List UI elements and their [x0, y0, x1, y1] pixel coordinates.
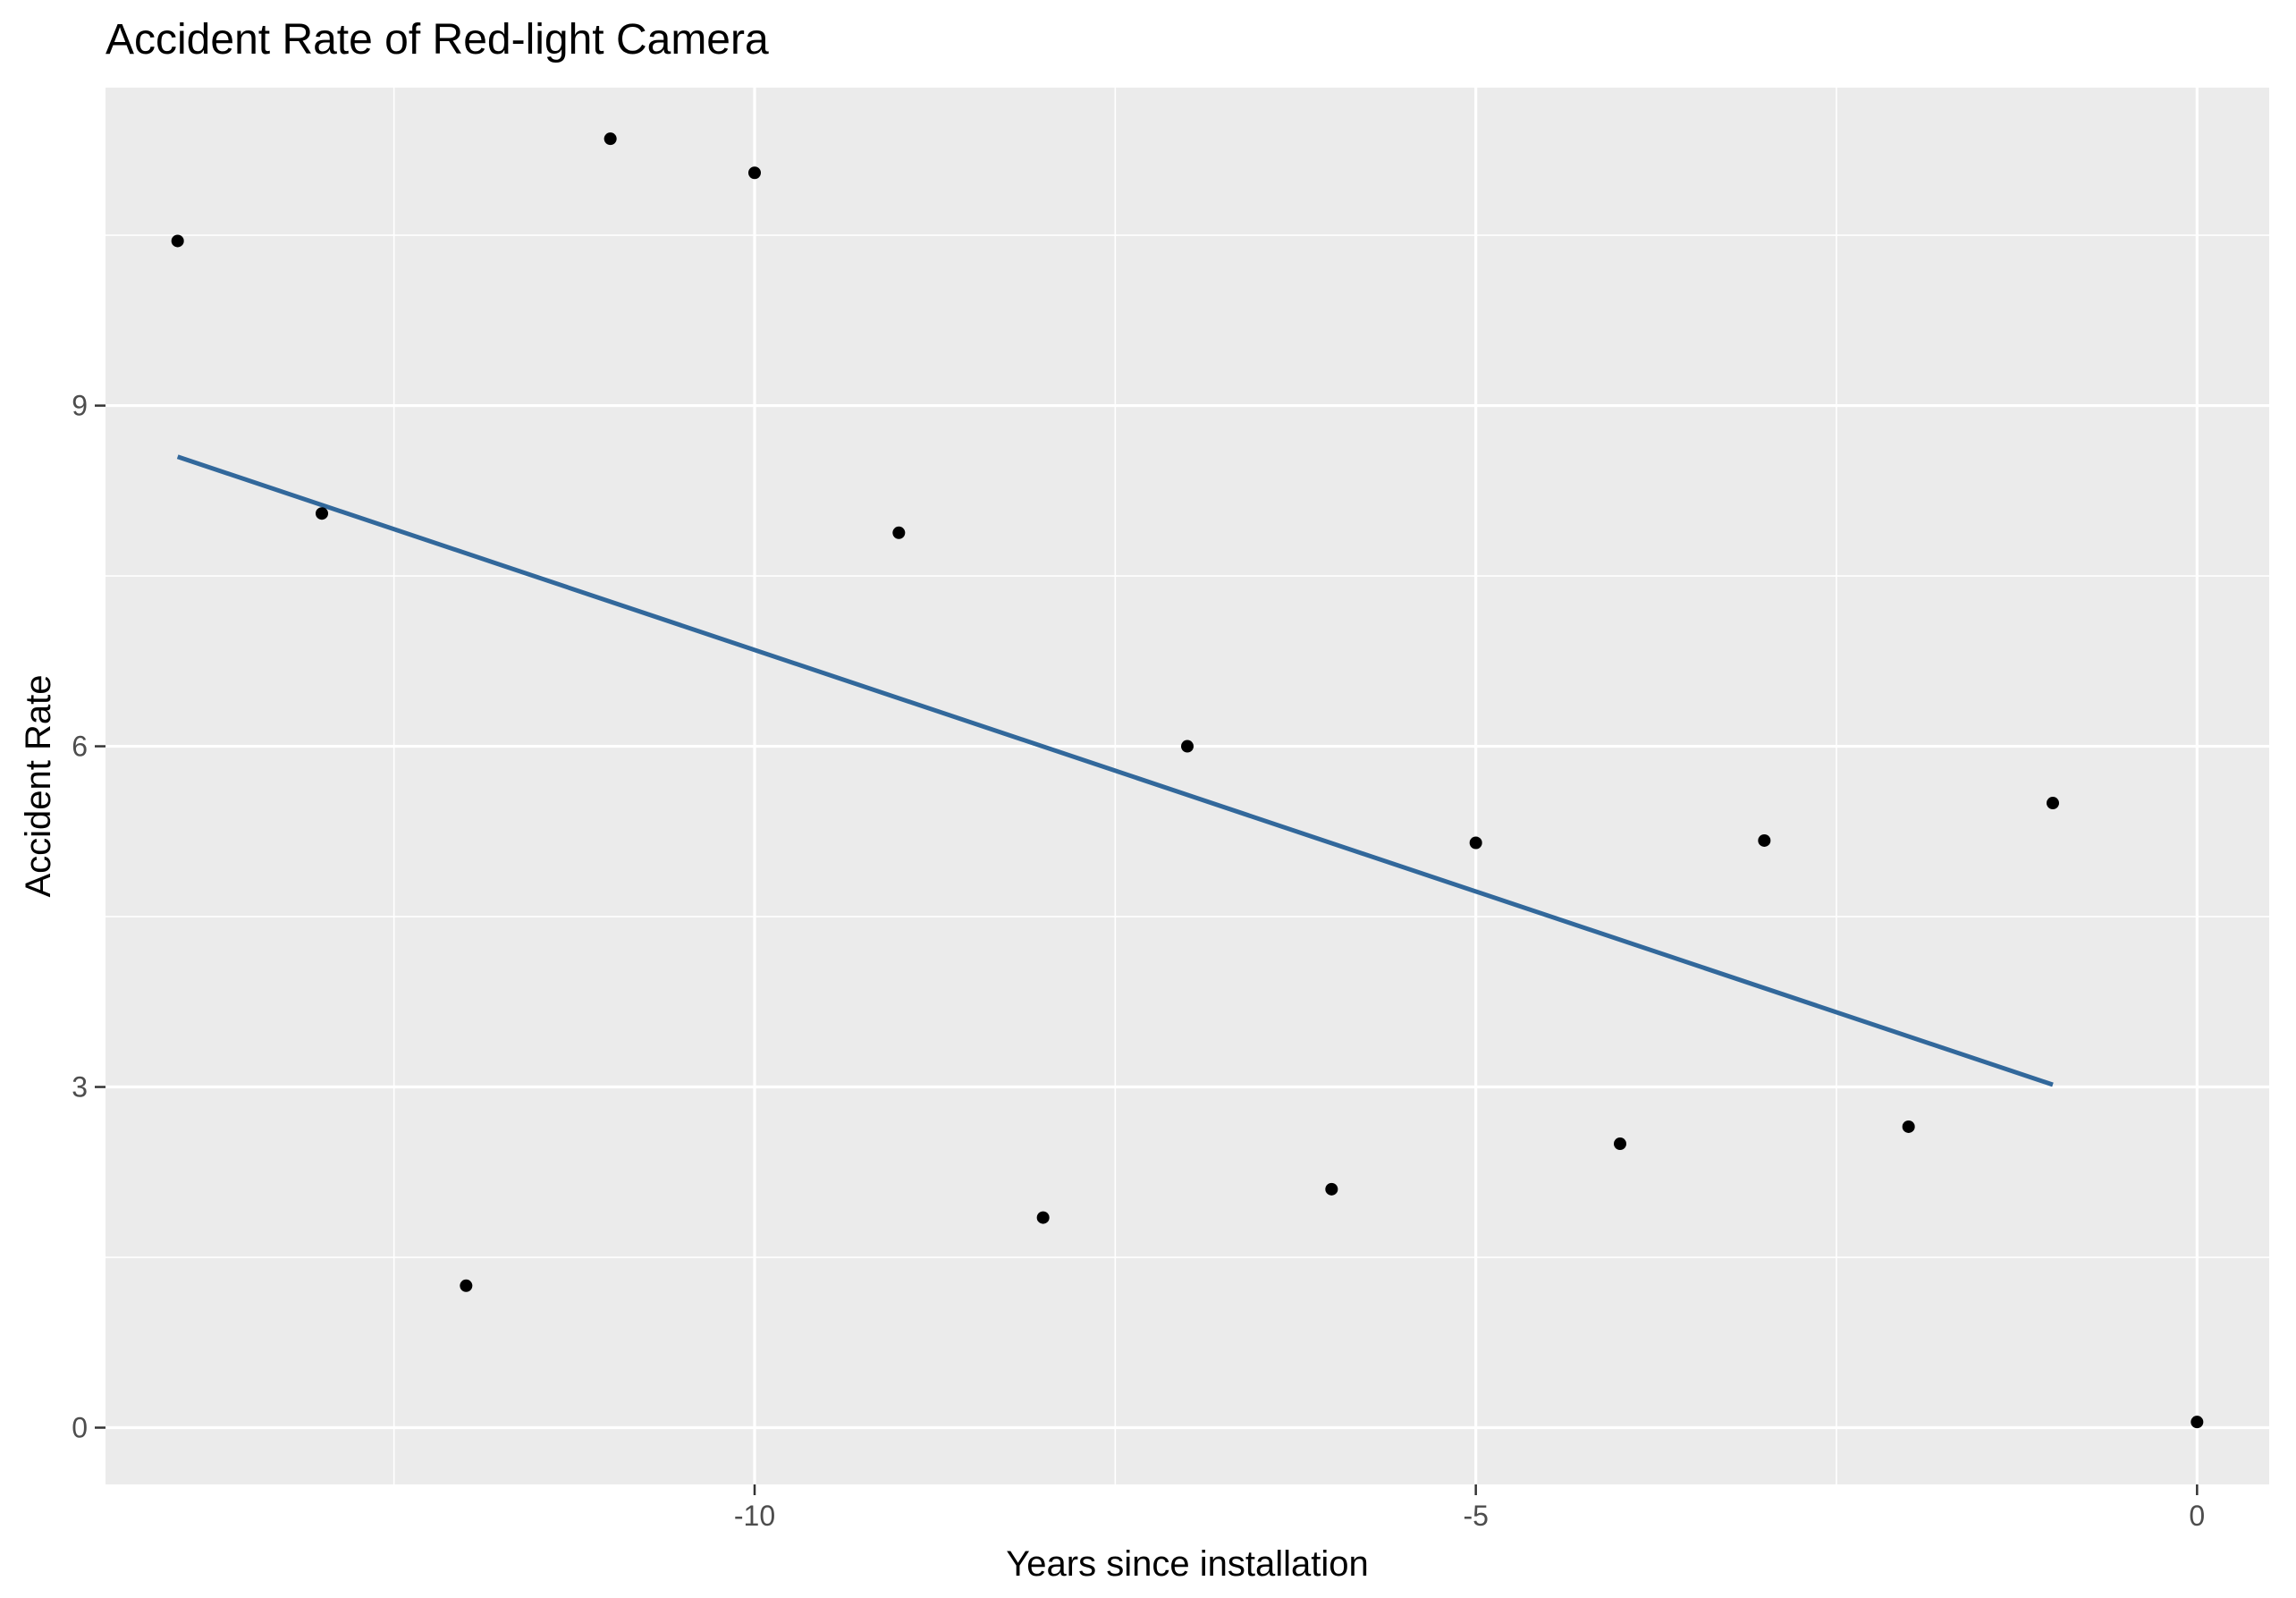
- x-tick-label: -5: [1463, 1500, 1488, 1532]
- data-point: [171, 234, 184, 248]
- data-point: [1902, 1120, 1915, 1133]
- data-point: [1036, 1211, 1050, 1224]
- data-points: [171, 132, 2204, 1429]
- y-tick-label: 6: [72, 731, 88, 763]
- data-point: [316, 507, 328, 520]
- data-point: [892, 526, 906, 539]
- y-tick-label: 0: [72, 1412, 88, 1444]
- y-axis-title: Accident Rate: [19, 674, 58, 897]
- trend-line: [176, 454, 2054, 1087]
- plot-panel: [106, 88, 2269, 1484]
- x-tick-label: -10: [734, 1500, 775, 1532]
- data-point: [460, 1279, 473, 1292]
- x-axis-ticks: -10 -5 0: [734, 1484, 2205, 1532]
- data-point: [2190, 1416, 2204, 1429]
- data-point: [604, 132, 617, 146]
- y-axis-ticks: 0 3 6 9: [72, 390, 106, 1444]
- minor-grid: [106, 88, 2269, 1484]
- data-point: [2047, 797, 2059, 810]
- data-point: [748, 166, 761, 180]
- data-point: [1181, 740, 1194, 753]
- data-point: [1614, 1137, 1626, 1151]
- chart-title: Accident Rate of Red-light Camera: [106, 16, 769, 63]
- data-point: [1325, 1182, 1338, 1196]
- y-tick-label: 3: [72, 1071, 88, 1103]
- x-tick-label: 0: [2189, 1500, 2205, 1532]
- data-point: [1758, 833, 1771, 847]
- x-axis-title: Years since installation: [1006, 1544, 1368, 1584]
- y-tick-label: 9: [72, 390, 88, 422]
- data-point: [1469, 836, 1482, 850]
